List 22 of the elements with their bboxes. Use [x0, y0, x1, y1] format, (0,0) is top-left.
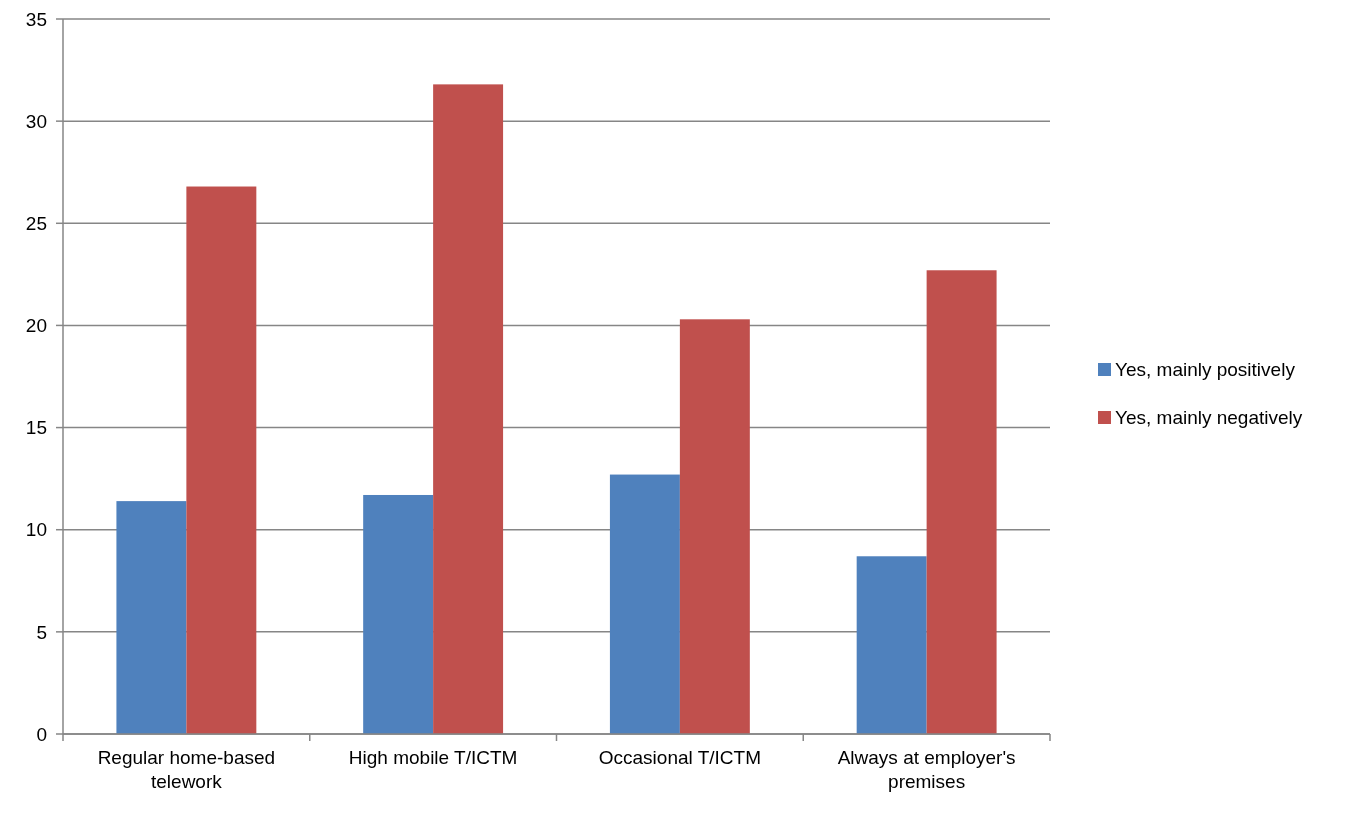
bar [609, 474, 680, 734]
x-tick-label: High mobile T/ICTM [348, 747, 518, 768]
bar [433, 84, 504, 734]
bar [186, 186, 257, 734]
y-tick-label: 35 [25, 8, 47, 30]
y-tick-label: 25 [25, 212, 47, 234]
bar [363, 494, 434, 734]
bar [926, 270, 997, 734]
y-tick-label: 15 [25, 417, 47, 439]
y-tick-label: 10 [25, 519, 47, 541]
legend-label: Yes, mainly negatively [1115, 407, 1303, 428]
x-tick-label: Occasional T/ICTM [598, 747, 761, 768]
y-tick-label: 20 [25, 315, 47, 337]
legend-label: Yes, mainly positively [1115, 359, 1296, 380]
y-tick-label: 5 [36, 621, 47, 643]
x-tick-label: Always at employer's premises [837, 747, 1016, 792]
x-tick-label: Regular home-based telework [97, 747, 276, 792]
y-tick-label: 0 [36, 723, 47, 745]
bar [856, 556, 927, 734]
bar [116, 501, 187, 734]
bar [679, 319, 750, 734]
y-tick-label: 30 [25, 110, 47, 132]
